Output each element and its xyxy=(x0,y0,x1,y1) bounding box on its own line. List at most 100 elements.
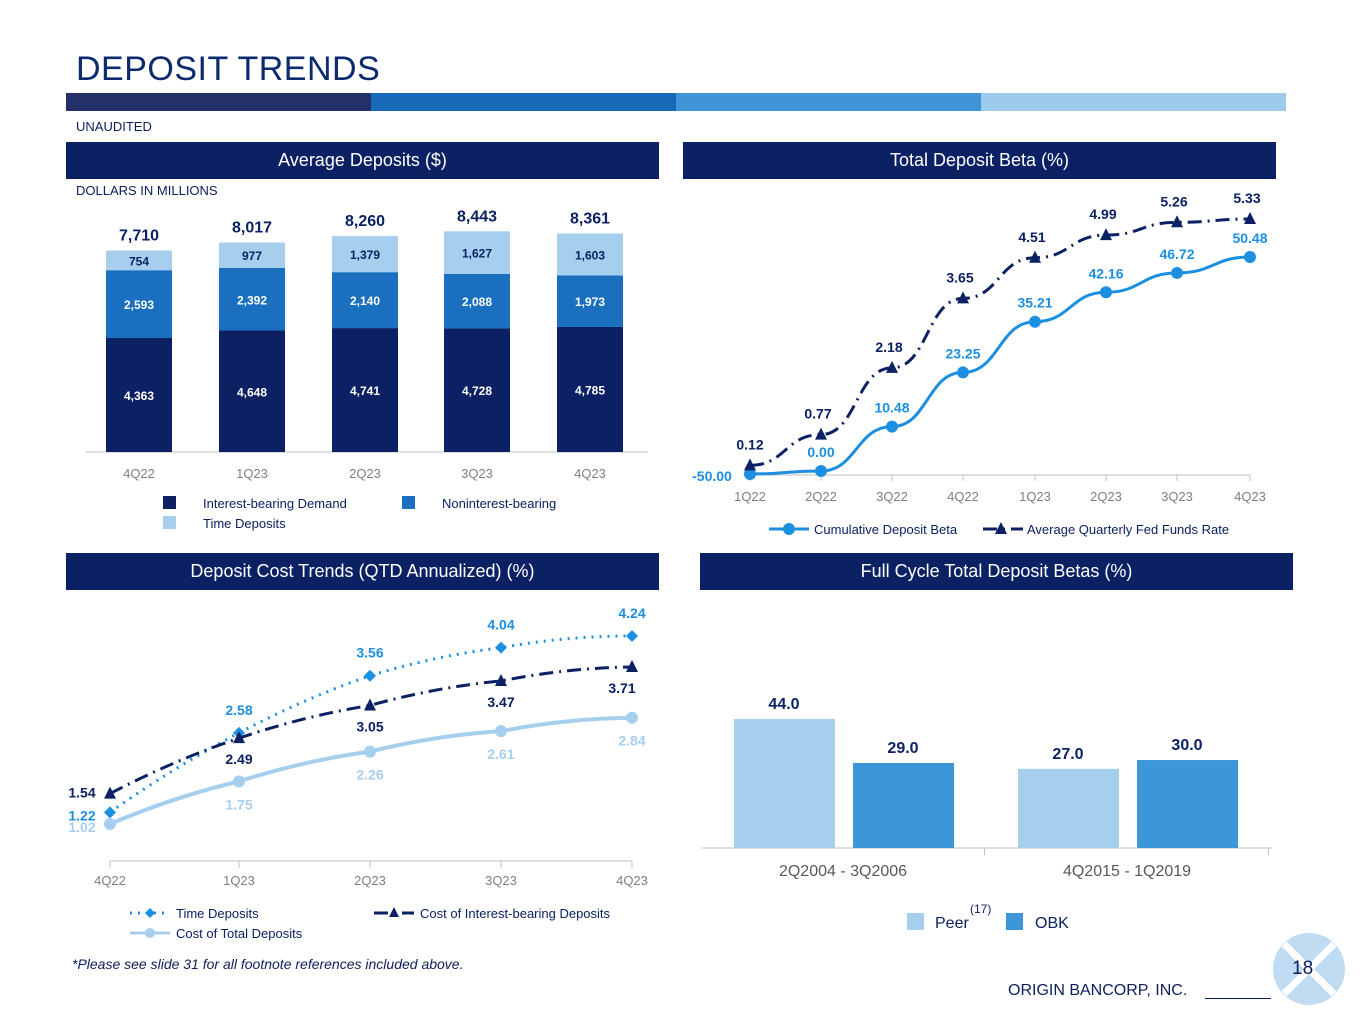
x-tick-label: 2Q23 xyxy=(1090,489,1122,504)
legend-marker-fed-funds xyxy=(995,522,1007,534)
point-fed-funds xyxy=(744,458,756,471)
full-cycle-header: Full Cycle Total Deposit Betas (%) xyxy=(700,553,1293,590)
x-tick-label: 4Q23 xyxy=(574,466,606,481)
data-label: 2.58 xyxy=(225,702,252,718)
bar-interest-bearing-demand-4Q23 xyxy=(557,326,623,452)
bar-total-label: 8,260 xyxy=(345,213,385,230)
line-fed-funds-rate xyxy=(749,217,1251,467)
point-fed-funds xyxy=(1100,228,1112,241)
data-label-fed-funds: 2.18 xyxy=(875,339,902,355)
data-label: 2.61 xyxy=(487,746,514,762)
x-tick-label: 3Q23 xyxy=(485,873,517,888)
bar-peer-0 xyxy=(734,719,835,848)
data-label-cumulative-beta: 35.21 xyxy=(1017,295,1052,311)
legend-marker-cumulative-beta xyxy=(783,523,795,535)
bar-obk-0 xyxy=(853,762,954,848)
bar-value-label: 1,603 xyxy=(575,248,605,262)
data-label-fed-funds: 5.33 xyxy=(1233,190,1260,206)
x-tick-label: 4Q22 xyxy=(94,873,126,888)
bar-noninterest-bearing-4Q22 xyxy=(106,270,172,338)
data-label: 2.26 xyxy=(356,767,383,783)
full-cycle-chart: 44.0 29.0 2Q2004 - 3Q2006 27.0 30.0 4Q2015 - … xyxy=(702,696,1272,932)
deposit-cost-header: Deposit Cost Trends (QTD Annualized) (%) xyxy=(66,553,659,590)
legend-swatch xyxy=(163,516,176,529)
point-cost-of-interest-bearing-deposits xyxy=(364,698,376,711)
legend-label: Cumulative Deposit Beta xyxy=(814,522,958,537)
legend-label: Cost of Total Deposits xyxy=(176,926,303,941)
bar-value-label: 2,088 xyxy=(462,295,492,309)
average-deposits-chart: 4,363 2,593 754 7,710 4Q22 4,648 2,392 977 8,017… xyxy=(86,208,648,531)
bar-total-label: 8,017 xyxy=(232,219,272,236)
x-tick-label: 2Q23 xyxy=(349,466,381,481)
data-label-fed-funds: 4.51 xyxy=(1018,229,1045,245)
legend-label-obk: OBK xyxy=(1035,915,1069,932)
legend-label: Noninterest-bearing xyxy=(442,496,556,511)
line-cumulative-deposit-beta xyxy=(749,255,1251,476)
deposit-beta-chart: 1Q22 2Q22 3Q22 4Q22 1Q23 2Q23 3Q23 4Q23-50.000.… xyxy=(692,190,1268,537)
header-stripe-2 xyxy=(371,93,676,111)
data-label: 1.02 xyxy=(68,819,95,835)
data-label: 1.22 xyxy=(68,807,95,823)
data-label: 3.47 xyxy=(487,694,514,710)
bar-total-label: 7,710 xyxy=(119,227,159,244)
bar-obk-1 xyxy=(1137,760,1238,848)
bar-interest-bearing-demand-4Q22 xyxy=(106,337,172,452)
dollars-in-millions-label: DOLLARS IN MILLIONS xyxy=(76,183,218,198)
legend-label: Interest-bearing Demand xyxy=(203,496,347,511)
point-fed-funds xyxy=(1029,250,1041,263)
point-fed-funds xyxy=(815,427,827,440)
footnote: *Please see slide 31 for all footnote re… xyxy=(72,956,464,972)
bar-value-label: 4,728 xyxy=(462,384,492,398)
point-time-deposits xyxy=(364,669,376,682)
page-title: DEPOSIT TRENDS xyxy=(76,50,381,88)
legend-label-peer: Peer xyxy=(935,915,969,932)
point-time-deposits xyxy=(495,641,507,654)
header-stripe-4 xyxy=(981,93,1286,111)
x-tick-label: 1Q23 xyxy=(1019,489,1051,504)
bar-time-deposits-4Q23 xyxy=(557,233,623,276)
bar-value-label: 1,973 xyxy=(575,295,605,309)
x-tick-label: 2Q22 xyxy=(805,489,837,504)
data-label: 3.56 xyxy=(356,645,383,661)
legend-label: Time Deposits xyxy=(176,906,259,921)
point-cumulative-beta xyxy=(1029,315,1041,328)
legend-marker xyxy=(389,907,399,917)
point-cost-of-total-deposits xyxy=(364,745,376,758)
point-cost-of-interest-bearing-deposits xyxy=(104,786,116,799)
point-cumulative-beta xyxy=(957,366,969,379)
data-label-fed-funds: 4.99 xyxy=(1089,206,1116,222)
unaudited-label: UNAUDITED xyxy=(76,119,152,134)
data-label-cumulative-beta: 46.72 xyxy=(1159,246,1194,262)
point-cumulative-beta xyxy=(1171,266,1183,279)
bar-noninterest-bearing-1Q23 xyxy=(219,268,285,331)
data-label-cumulative-beta: 10.48 xyxy=(874,400,909,416)
bar-value-label: 2,593 xyxy=(124,298,154,312)
point-fed-funds xyxy=(886,360,898,373)
data-label-cumulative-beta: 23.25 xyxy=(945,345,980,361)
legend-swatch-obk xyxy=(1006,913,1023,930)
legend-label: Time Deposits xyxy=(203,516,286,531)
point-fed-funds xyxy=(1244,212,1256,224)
data-label: 1.75 xyxy=(225,796,252,812)
point-cost-of-interest-bearing-deposits xyxy=(233,731,245,744)
data-label-fed-funds: 3.65 xyxy=(946,269,973,285)
point-cost-of-interest-bearing-deposits xyxy=(626,659,638,672)
bar-time-deposits-1Q23 xyxy=(219,242,285,268)
legend-swatch xyxy=(163,496,176,509)
bar-interest-bearing-demand-1Q23 xyxy=(219,330,285,452)
bar-interest-bearing-demand-3Q23 xyxy=(444,328,510,452)
point-cost-of-total-deposits xyxy=(495,725,507,738)
bar-value-label: 1,627 xyxy=(462,247,492,261)
point-time-deposits xyxy=(626,630,638,642)
data-label: 2.84 xyxy=(618,733,645,749)
legend-marker xyxy=(145,908,155,918)
x-tick-label: 4Q22 xyxy=(947,489,979,504)
data-label-cumulative-beta: 42.16 xyxy=(1088,265,1123,281)
bar-interest-bearing-demand-2Q23 xyxy=(332,328,398,452)
point-cost-of-total-deposits xyxy=(104,818,116,830)
company-underline xyxy=(1205,998,1271,999)
line-cost-of-interest-bearing-deposits xyxy=(109,665,633,795)
legend-superscript-peer: (17) xyxy=(970,902,991,916)
legend-swatch xyxy=(402,496,415,509)
bar-value-label: 2,140 xyxy=(350,294,380,308)
